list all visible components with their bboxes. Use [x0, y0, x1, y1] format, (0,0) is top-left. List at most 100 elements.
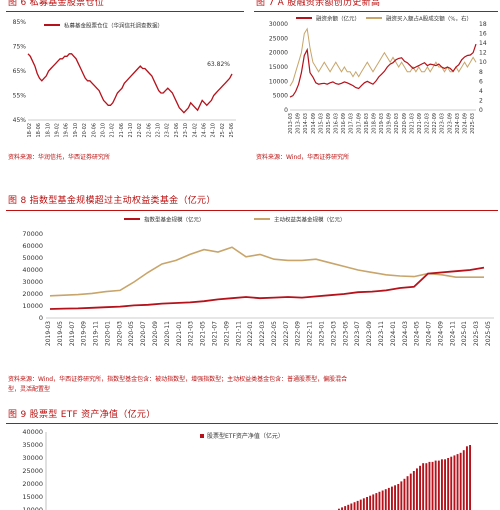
f8-xtick: 2023-05: [342, 321, 349, 346]
f8-series-index: [49, 266, 485, 310]
f9-bar: [456, 454, 459, 510]
f7-xtick: 2017-09: [356, 113, 362, 134]
f7-ytick-right: 4: [479, 88, 483, 95]
f8-ytick: 50000: [22, 254, 43, 262]
f7-xtick: 2022-09: [432, 113, 438, 134]
f9-bar: [397, 484, 400, 510]
f6-ytick: 55%: [13, 93, 27, 100]
f9-bar: [338, 508, 340, 510]
f8-xtick: 2022-07: [283, 321, 290, 346]
f7-ytick-right: 0: [479, 107, 483, 114]
f7-xtick: 2014-03: [303, 113, 309, 134]
f8-xtick: 2021-07: [211, 321, 218, 346]
f6-xtick: 25-06: [229, 123, 235, 138]
f8-xtick: 2020-03: [116, 321, 123, 346]
f7-xtick: 2020-03: [394, 113, 400, 134]
f9-bar: [447, 458, 450, 510]
f9-bar: [450, 456, 453, 510]
f7-ytick-right: 8: [479, 69, 483, 76]
index-vs-active-fund-chart: 7000060000500004000030000200001000002019…: [22, 216, 494, 346]
f8-xtick: 2025-05: [485, 321, 492, 346]
f6-ytick: 85%: [13, 19, 27, 26]
f9-bar: [381, 490, 384, 510]
f7-legend: 融资余额（亿元） 融资买入额占A股成交额（%，右）: [296, 15, 472, 23]
f7-ytick-right: 2: [479, 97, 483, 104]
f7-ytick-left: 15000: [269, 64, 288, 71]
figure-8-title: 图 8 指数型基金规模超过主动权益类基金（亿元）: [8, 196, 216, 206]
f9-bar: [431, 461, 434, 510]
f9-bar: [359, 499, 362, 510]
f7-xtick: 2025-03: [470, 113, 476, 134]
f7-xtick: 2016-03: [334, 113, 340, 134]
f7-legend-ratio-label: 融资买入额占A股成交额（%，右）: [386, 15, 472, 23]
figure-7-source: 资料来源：Wind，华西证券研究所: [256, 154, 350, 161]
figure-8-rule: [6, 210, 498, 211]
f8-xtick: 2024-07: [426, 321, 433, 346]
f9-bar: [403, 478, 406, 510]
f6-ytick: 65%: [13, 68, 27, 75]
f7-ytick-left: 10000: [269, 78, 288, 85]
f7-ytick-left: 5000: [273, 93, 288, 100]
f7-ytick-right: 18: [479, 21, 487, 28]
f8-xtick: 2024-11: [449, 321, 456, 346]
f9-bar: [425, 463, 428, 510]
f6-xtick: 24-02: [192, 123, 198, 138]
f9-bar: [444, 459, 446, 510]
f9-bar: [366, 497, 368, 510]
f8-xtick: 2021-09: [223, 321, 230, 346]
f7-xtick: 2023-03: [440, 113, 446, 134]
f9-ytick: 25000: [22, 467, 43, 475]
f9-ytick: 15000: [22, 493, 43, 501]
f6-plot: 63.82% 私募基金股票仓位（华润信托调查数据）: [27, 22, 233, 114]
f7-xtick: 2022-03: [425, 113, 431, 134]
f9-axes: 40000 35000 30000 25000 20000 15000 10000: [22, 428, 47, 510]
f6-xtick: 23-06: [174, 123, 180, 138]
f7-ytick-left: 30000: [269, 21, 288, 28]
f7-ytick-right: 10: [479, 59, 487, 66]
f8-xtick: 2019-11: [93, 321, 100, 346]
f7-xtick: 2019-09: [387, 113, 393, 134]
f6-xtick: 19-06: [64, 123, 70, 138]
figure-7-title: 图 7 A 股融资余额创历史新高: [256, 0, 381, 8]
f9-bar: [387, 487, 390, 510]
f6-xtick: 25-02: [220, 123, 226, 138]
figure-8-source-line1: 资料来源：Wind，华西证券研究所，指数型基金包含：被动指数型，增强指数型；主动…: [8, 376, 348, 383]
f6-xtick: 21-10: [128, 123, 134, 138]
f8-xtick: 2025-03: [473, 321, 480, 346]
f8-xtick: 2020-01: [104, 321, 111, 346]
f8-xtick: 2021-01: [176, 321, 183, 346]
f8-xtick: 2019-07: [69, 321, 76, 346]
f8-xtick: 2023-01: [319, 321, 326, 346]
f9-bar: [437, 460, 440, 510]
f8-xtick: 2025-01: [461, 321, 468, 346]
f6-ytick: 45%: [13, 117, 27, 124]
f7-axes: 30000 25000 20000 15000 10000 5000 0 18 16 14 12 10…: [269, 21, 487, 134]
f9-bar: [347, 504, 350, 510]
f6-annotation: 63.82%: [207, 61, 230, 68]
f6-xtick: 24-06: [201, 123, 207, 138]
f9-bar: [391, 486, 393, 510]
f6-xtick: 21-02: [110, 123, 116, 138]
f9-bar: [356, 500, 359, 510]
f7-series-ratio: [289, 27, 477, 87]
f7-xtick: 2024-09: [462, 113, 468, 134]
f8-series-active: [49, 246, 484, 297]
f7-xtick: 2016-09: [341, 113, 347, 134]
f8-xtick: 2023-07: [354, 321, 361, 346]
figure-6-title: 图 6 私募基金股票仓位: [8, 0, 105, 8]
f8-ytick: 60000: [22, 242, 43, 250]
f8-xtick: 2022-05: [271, 321, 278, 346]
f8-xtick: 2024-09: [437, 321, 444, 346]
f7-ytick-left: 25000: [269, 35, 288, 42]
f7-legend-balance-label: 融资余额（亿元）: [316, 15, 360, 23]
f9-ytick: 40000: [22, 428, 43, 436]
f8-xtick: 2020-09: [152, 321, 159, 346]
f7-xtick: 2023-09: [447, 113, 453, 134]
f9-ytick: 35000: [22, 441, 43, 449]
f7-xtick: 2014-09: [311, 113, 317, 134]
margin-balance-chart: 30000 25000 20000 15000 10000 5000 0 18 16 14 12 10…: [269, 15, 487, 134]
equity-etf-nav-chart: 40000 35000 30000 25000 20000 15000 10000 股票型E…: [22, 428, 471, 510]
f6-xtick: 23-02: [165, 123, 171, 138]
f7-ytick-right: 6: [479, 78, 483, 85]
f8-xtick: 2021-05: [200, 321, 207, 346]
